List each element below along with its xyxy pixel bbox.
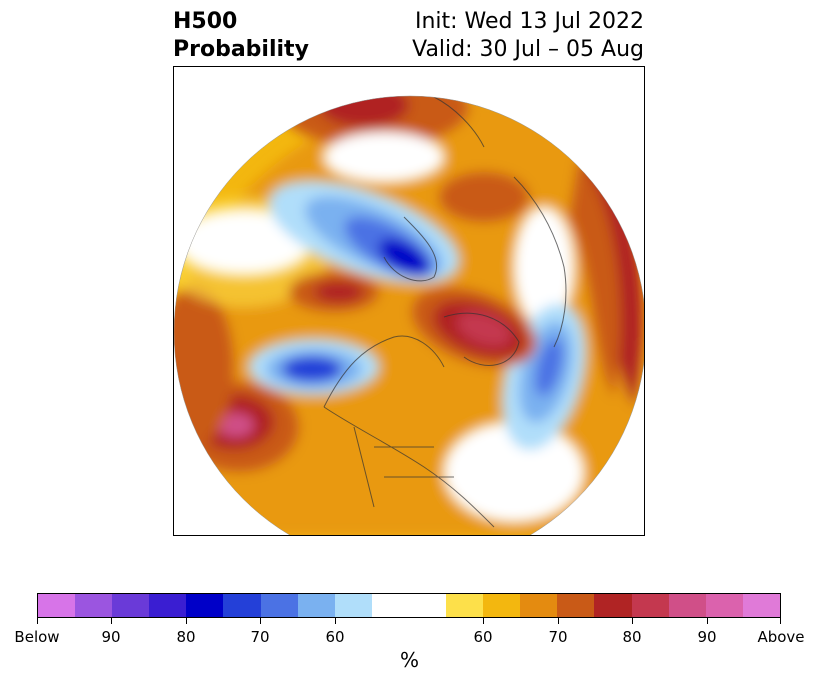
colorbar-segment [742, 594, 780, 617]
colorbar-segment [297, 594, 335, 617]
colorbar-tick [483, 618, 484, 624]
map-title: H500 Probability [173, 8, 309, 64]
colorbar-tick [37, 618, 38, 624]
coastline-overlay [303, 96, 567, 528]
colorbar-tick-label: Above [757, 628, 805, 646]
colorbar-segment [75, 594, 113, 617]
colorbar-segment [557, 594, 595, 617]
colorbar-segment [483, 594, 521, 617]
title-variable: H500 [173, 9, 238, 34]
map-panel [173, 66, 645, 536]
colorbar-ticks: Below 90 80 70 60 60 70 80 90 Above [14, 618, 805, 658]
map-dates: Init: Wed 13 Jul 2022 Valid: 30 Jul – 05… [412, 8, 644, 64]
colorbar-segment [594, 594, 632, 617]
colorbar-tick [260, 618, 261, 624]
colorbar-tick-label: 80 [622, 628, 642, 646]
colorbar-tick [558, 618, 559, 624]
valid-date-range: Valid: 30 Jul – 05 Aug [412, 37, 644, 62]
colorbar-segment [186, 594, 224, 617]
colorbar-tick [111, 618, 112, 624]
colorbar-tick [707, 618, 708, 624]
colorbar-segment [631, 594, 669, 617]
colorbar-tick-label: 80 [176, 628, 196, 646]
colorbar-tick [780, 618, 781, 624]
colorbar-unit-label: % [399, 648, 419, 672]
colorbar-segment [38, 594, 76, 617]
colorbar-tick [186, 618, 187, 624]
colorbar-tick-label: 90 [697, 628, 717, 646]
title-probability: Probability [173, 37, 309, 62]
colorbar-segment [149, 594, 187, 617]
colorbar-segment [520, 594, 558, 617]
colorbar-segment [334, 594, 372, 617]
colorbar-tick-label: 90 [101, 628, 121, 646]
colorbar-segment [260, 594, 298, 617]
colorbar-segment [223, 594, 261, 617]
colorbar-segment [668, 594, 706, 617]
colorbar-segment [408, 594, 447, 617]
colorbar-tick [632, 618, 633, 624]
colorbar [37, 593, 781, 618]
colorbar-segment [705, 594, 743, 617]
probability-field [174, 96, 644, 535]
colorbar-tick-label: 70 [548, 628, 568, 646]
colorbar-segment [371, 594, 409, 617]
colorbar-segment [112, 594, 150, 617]
init-date: Init: Wed 13 Jul 2022 [414, 9, 644, 34]
colorbar-tick-label: 60 [325, 628, 345, 646]
colorbar-tick-label: 70 [250, 628, 270, 646]
colorbar-tick-label: Below [14, 628, 60, 646]
colorbar-segment [446, 594, 484, 617]
colorbar-tick [335, 618, 336, 624]
probability-map [174, 95, 644, 535]
colorbar-tick-label: 60 [473, 628, 493, 646]
